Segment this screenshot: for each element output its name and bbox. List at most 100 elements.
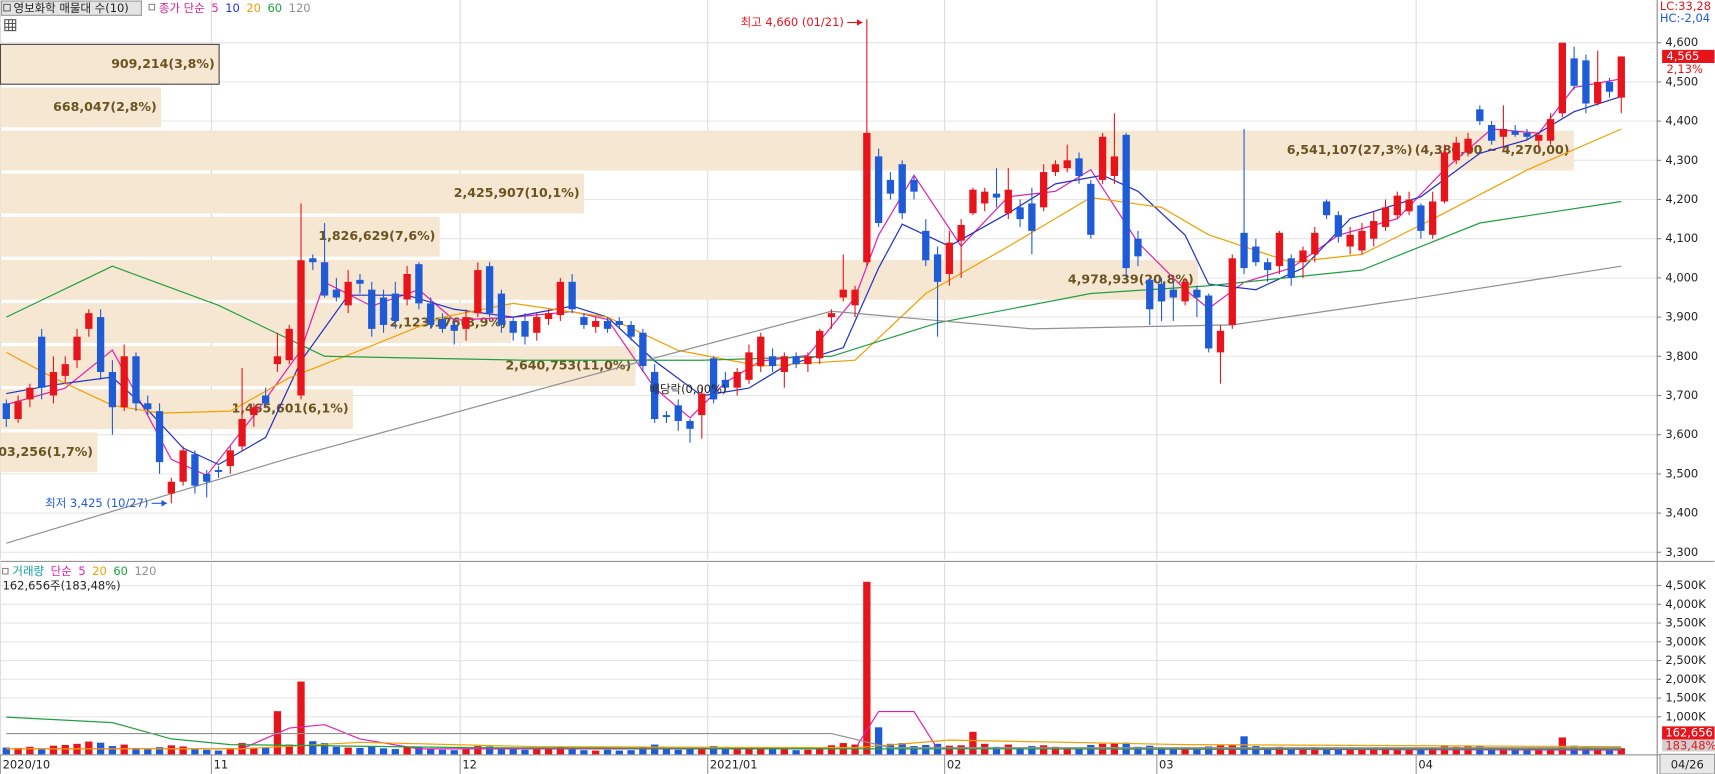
y-tick-label: 3,500 xyxy=(1665,466,1698,480)
candle-body xyxy=(792,356,800,365)
volume-profile-band xyxy=(0,389,353,430)
volume-bar xyxy=(226,748,234,755)
candle-body xyxy=(356,279,364,284)
volume-bar xyxy=(1040,745,1048,755)
candle-body xyxy=(415,264,423,304)
legend-item: 120 xyxy=(134,564,156,578)
x-tick-label: 03 xyxy=(1159,758,1174,772)
y-tick-label: 3,800 xyxy=(1665,349,1698,363)
volume-bar xyxy=(474,746,482,755)
candle-body xyxy=(474,270,482,314)
last-date: 04/26 xyxy=(1671,758,1704,772)
table-icon-grid xyxy=(4,19,16,31)
volume-bar xyxy=(709,746,718,755)
volume-profile-band xyxy=(0,216,440,257)
candle-body xyxy=(250,407,258,416)
candle-body xyxy=(969,189,977,214)
candle-body xyxy=(1275,232,1284,267)
title-icon xyxy=(3,3,11,12)
y-tick-label: 4,200 xyxy=(1665,192,1698,206)
volume-profile-label: 1,826,629(7,6%) xyxy=(318,228,435,243)
volume-bar xyxy=(1535,749,1543,755)
candle-body xyxy=(214,469,223,472)
candle-body xyxy=(132,356,140,404)
hc-label: HC:-2,04 xyxy=(1660,11,1710,25)
candle-body xyxy=(1393,195,1401,216)
candle-body xyxy=(933,254,942,282)
volume-bar xyxy=(203,749,211,755)
candle-body xyxy=(592,321,600,327)
candle-body xyxy=(922,230,930,261)
volume-bar xyxy=(191,748,199,755)
volume-bar xyxy=(686,748,694,755)
y-tick-label: 3,500K xyxy=(1665,616,1706,630)
volume-bar xyxy=(627,750,635,755)
volume-bar xyxy=(922,744,930,755)
volume-profile-label: 909,214(3,8%) xyxy=(111,56,215,71)
candle-body xyxy=(1004,189,1012,214)
candle-body xyxy=(945,242,954,274)
candle-body xyxy=(1476,109,1484,122)
volume-ma-line xyxy=(6,732,1622,749)
volume-bar xyxy=(26,746,34,755)
candle-body xyxy=(1063,160,1071,169)
volume-bar xyxy=(639,746,647,755)
legend-item: 60 xyxy=(268,1,283,15)
candle-body xyxy=(1322,201,1331,216)
volume-profile-label: 1,465,601(6,1%) xyxy=(232,401,349,416)
candle-body xyxy=(780,356,788,372)
volume-bar xyxy=(1311,747,1319,755)
volume-profile-label: 668,047(2,8%) xyxy=(53,99,157,114)
volume-bar xyxy=(427,748,435,755)
volume-bar xyxy=(167,745,175,755)
candle-body xyxy=(73,336,81,361)
candle-body xyxy=(627,324,635,337)
volume-bar xyxy=(1157,747,1166,755)
candle-body xyxy=(745,352,753,380)
x-tick-label: 11 xyxy=(214,758,229,772)
candle-body xyxy=(662,415,671,418)
volume-bar xyxy=(1487,747,1496,755)
volume-bar xyxy=(144,749,152,755)
volume-profile-band xyxy=(0,87,162,128)
candle-body xyxy=(226,450,234,467)
candle-body xyxy=(1511,130,1519,135)
candle-body xyxy=(1334,215,1343,237)
candle-body xyxy=(1558,42,1566,114)
volume-bar xyxy=(509,749,517,755)
candle-body xyxy=(1381,207,1390,227)
volume-bar xyxy=(132,747,140,755)
candle-body xyxy=(285,328,293,361)
low-label: 최저 3,425 (10/27) xyxy=(45,496,148,510)
candle-body xyxy=(851,289,859,306)
volume-bar xyxy=(792,750,800,755)
candle-body xyxy=(61,364,69,376)
volume-ma-line xyxy=(6,739,1622,750)
volume-bar xyxy=(250,747,258,755)
candle-body xyxy=(108,371,117,408)
volume-profile-band xyxy=(0,130,1574,171)
volume-bar xyxy=(2,747,10,755)
volume-bar xyxy=(615,750,623,755)
volume-profile-label: 2,123,176(8,9%) xyxy=(390,314,507,329)
volume-bar xyxy=(521,749,529,755)
y-tick-label: 3,400 xyxy=(1665,506,1698,520)
candle-body xyxy=(1051,164,1060,173)
volume-bar xyxy=(297,681,305,755)
candle-body xyxy=(26,387,34,400)
legend-item: 20 xyxy=(92,564,107,578)
volume-bar xyxy=(108,746,117,755)
volume-bar xyxy=(1464,746,1472,755)
volume-bar xyxy=(38,748,46,755)
candle-body xyxy=(603,321,612,329)
volume-bar xyxy=(757,747,765,755)
candle-body xyxy=(568,281,576,310)
candle-body xyxy=(273,356,282,365)
high-label: 최고 4,660 (01/21) xyxy=(741,15,844,29)
y-tick-label: 2,000K xyxy=(1665,672,1706,686)
candle-body xyxy=(1429,201,1437,235)
volume-bar xyxy=(450,750,458,755)
candle-body xyxy=(1193,289,1201,298)
chart-title: 영보화학 매물대 수(10) xyxy=(14,1,129,15)
